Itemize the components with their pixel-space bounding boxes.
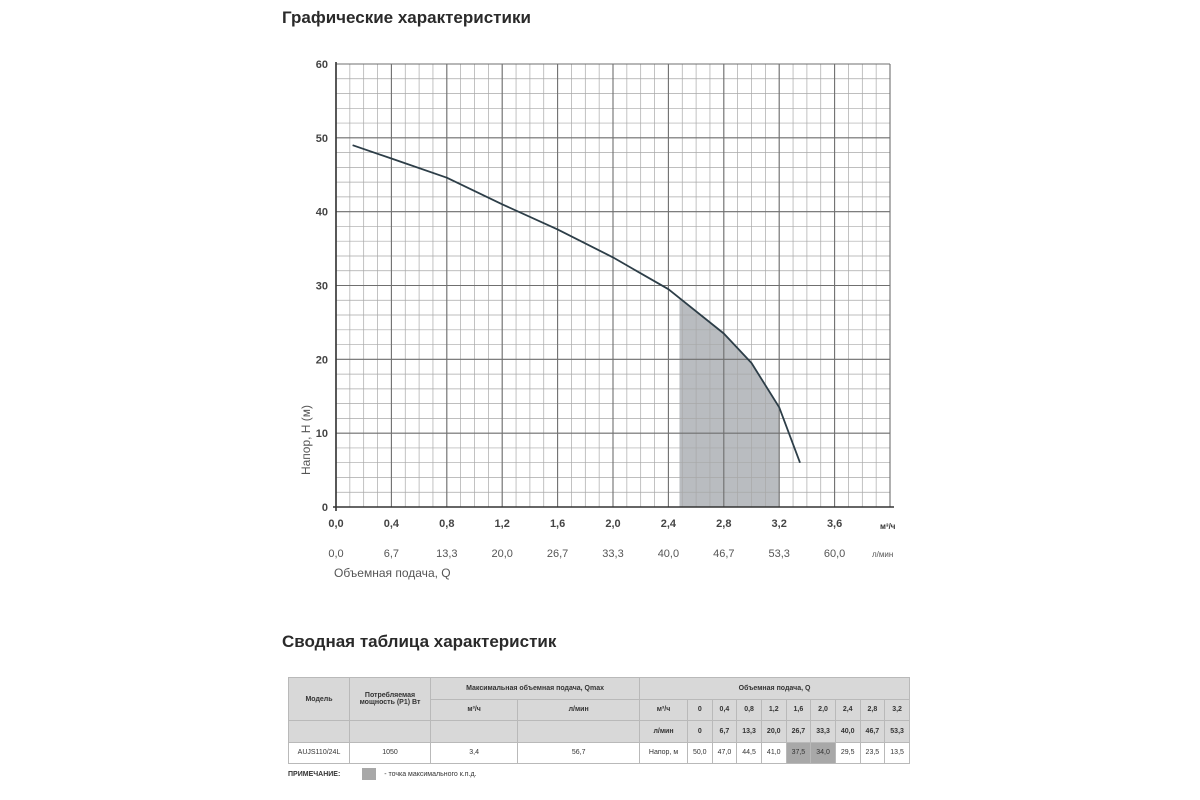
x-tick-label-secondary: 53,3 (768, 548, 789, 560)
x-tick-label-primary: 3,6 (827, 518, 842, 530)
col-power-header: Потребляемая мощность (P1) Вт (349, 677, 431, 721)
table-row: AUJS110/24L 1050 3,4 56,7 Напор, м 50,0 … (288, 741, 910, 764)
x-tick-label-primary: 2,4 (661, 518, 677, 530)
qmax-spacer (429, 720, 519, 743)
head-cell: 44,5 (736, 741, 762, 764)
flow-m3h-cell: 0,4 (711, 698, 738, 721)
flow-lmin-cell: 26,7 (785, 720, 812, 743)
model-cell: AUJS110/24L (288, 741, 350, 764)
head-cell: 50,0 (686, 741, 713, 764)
head-cell: 41,0 (760, 741, 787, 764)
flow-lmin-cell: 53,3 (884, 720, 910, 743)
flow-m3h-cell: 1,6 (785, 698, 812, 721)
y-tick-label: 40 (316, 207, 328, 219)
flow-m3h-cell: 0 (686, 698, 713, 721)
flow-m3h-cell: 0,8 (736, 698, 762, 721)
head-cell: 13,5 (884, 741, 910, 764)
x-tick-label-secondary: 46,7 (713, 548, 734, 560)
x-unit-primary: м³/ч (880, 522, 896, 531)
model-spacer (288, 720, 350, 743)
flow-lmin-cell: 6,7 (711, 720, 738, 743)
note-text: - точка максимального к.п.д. (384, 770, 477, 778)
max-efficiency-swatch (362, 768, 377, 780)
flow-lmin-cell: 33,3 (810, 720, 836, 743)
col-flow-header: Объемная подача, Q (639, 677, 910, 700)
head-cell: 29,5 (834, 741, 861, 764)
flow-lmin-cell: 0 (686, 720, 713, 743)
x-tick-label-secondary: 6,7 (384, 548, 399, 560)
x-tick-label-primary: 0,8 (439, 518, 454, 530)
head-cell: 23,5 (859, 741, 886, 764)
x-tick-label-secondary: 40,0 (658, 548, 679, 560)
y-tick-label: 10 (316, 428, 328, 440)
x-tick-label-primary: 1,2 (495, 518, 510, 530)
flow-lmin-cell: 13,3 (736, 720, 762, 743)
y-tick-label: 0 (322, 502, 328, 514)
x-tick-label-primary: 1,6 (550, 518, 565, 530)
x-tick-label-primary: 3,2 (772, 518, 787, 530)
y-tick-label: 50 (316, 133, 328, 145)
x-tick-label-primary: 0,0 (328, 518, 343, 530)
power-cell: 1050 (349, 741, 431, 764)
head-cell-max-efficiency: 34,0 (810, 741, 836, 764)
y-axis-label: Напор, H (м) (299, 405, 313, 475)
flow-unit-lmin: л/мин (639, 720, 688, 743)
max-efficiency-region (679, 298, 780, 507)
flow-m3h-cell: 2,0 (810, 698, 836, 721)
x-unit-secondary: л/мин (872, 550, 893, 559)
note-label: ПРИМЕЧАНИЕ: (288, 770, 341, 778)
x-tick-label-secondary: 33,3 (602, 548, 623, 560)
x-tick-label-primary: 0,4 (384, 518, 400, 530)
qmax-lmin-cell: 56,7 (517, 741, 641, 764)
x-tick-label-secondary: 13,3 (436, 548, 457, 560)
qmax-unit-m3h: м³/ч (429, 698, 519, 721)
flow-m3h-cell: 2,4 (834, 698, 861, 721)
qmax-m3h-cell: 3,4 (429, 741, 519, 764)
head-cell: 47,0 (711, 741, 738, 764)
qmax-spacer (517, 720, 641, 743)
x-tick-label-secondary: 60,0 (824, 548, 845, 560)
flow-m3h-cell: 3,2 (884, 698, 910, 721)
table-heading: Сводная таблица характеристик (282, 632, 557, 651)
flow-unit-m3h: м³/ч (639, 698, 688, 721)
flow-lmin-cell: 20,0 (760, 720, 787, 743)
summary-table: Модель Потребляемая мощность (P1) Вт Мак… (288, 677, 910, 764)
col-model-header: Модель (288, 677, 350, 721)
y-tick-label: 60 (316, 59, 328, 71)
flow-m3h-cell: 1,2 (760, 698, 787, 721)
head-curve-line (352, 144, 801, 464)
flow-lmin-cell: 46,7 (859, 720, 886, 743)
qmax-unit-lmin: л/мин (517, 698, 641, 721)
chart-heading: Графические характеристики (282, 8, 531, 27)
y-tick-label: 30 (316, 281, 328, 293)
x-tick-label-secondary: 0,0 (328, 548, 343, 560)
head-label-cell: Напор, м (639, 741, 688, 764)
x-tick-label-secondary: 26,7 (547, 548, 568, 560)
x-tick-label-primary: 2,0 (605, 518, 620, 530)
flow-m3h-cell: 2,8 (859, 698, 886, 721)
x-axis-label: Объемная подача, Q (334, 566, 451, 580)
table-note: ПРИМЕЧАНИЕ: - точка максимального к.п.д. (288, 768, 477, 780)
y-tick-label: 20 (316, 354, 328, 366)
flow-lmin-cell: 40,0 (834, 720, 861, 743)
power-spacer (349, 720, 431, 743)
head-cell-max-efficiency: 37,5 (785, 741, 812, 764)
x-tick-label-secondary: 20,0 (491, 548, 512, 560)
x-tick-label-primary: 2,8 (716, 518, 731, 530)
pump-curve-chart: 0 10 20 30 40 50 60 0,0 0,4 0,8 1,2 1,6 2,0 2,4 2,8 3,2… (299, 59, 896, 580)
col-qmax-header: Максимальная объемная подача, Qmax (429, 677, 641, 700)
